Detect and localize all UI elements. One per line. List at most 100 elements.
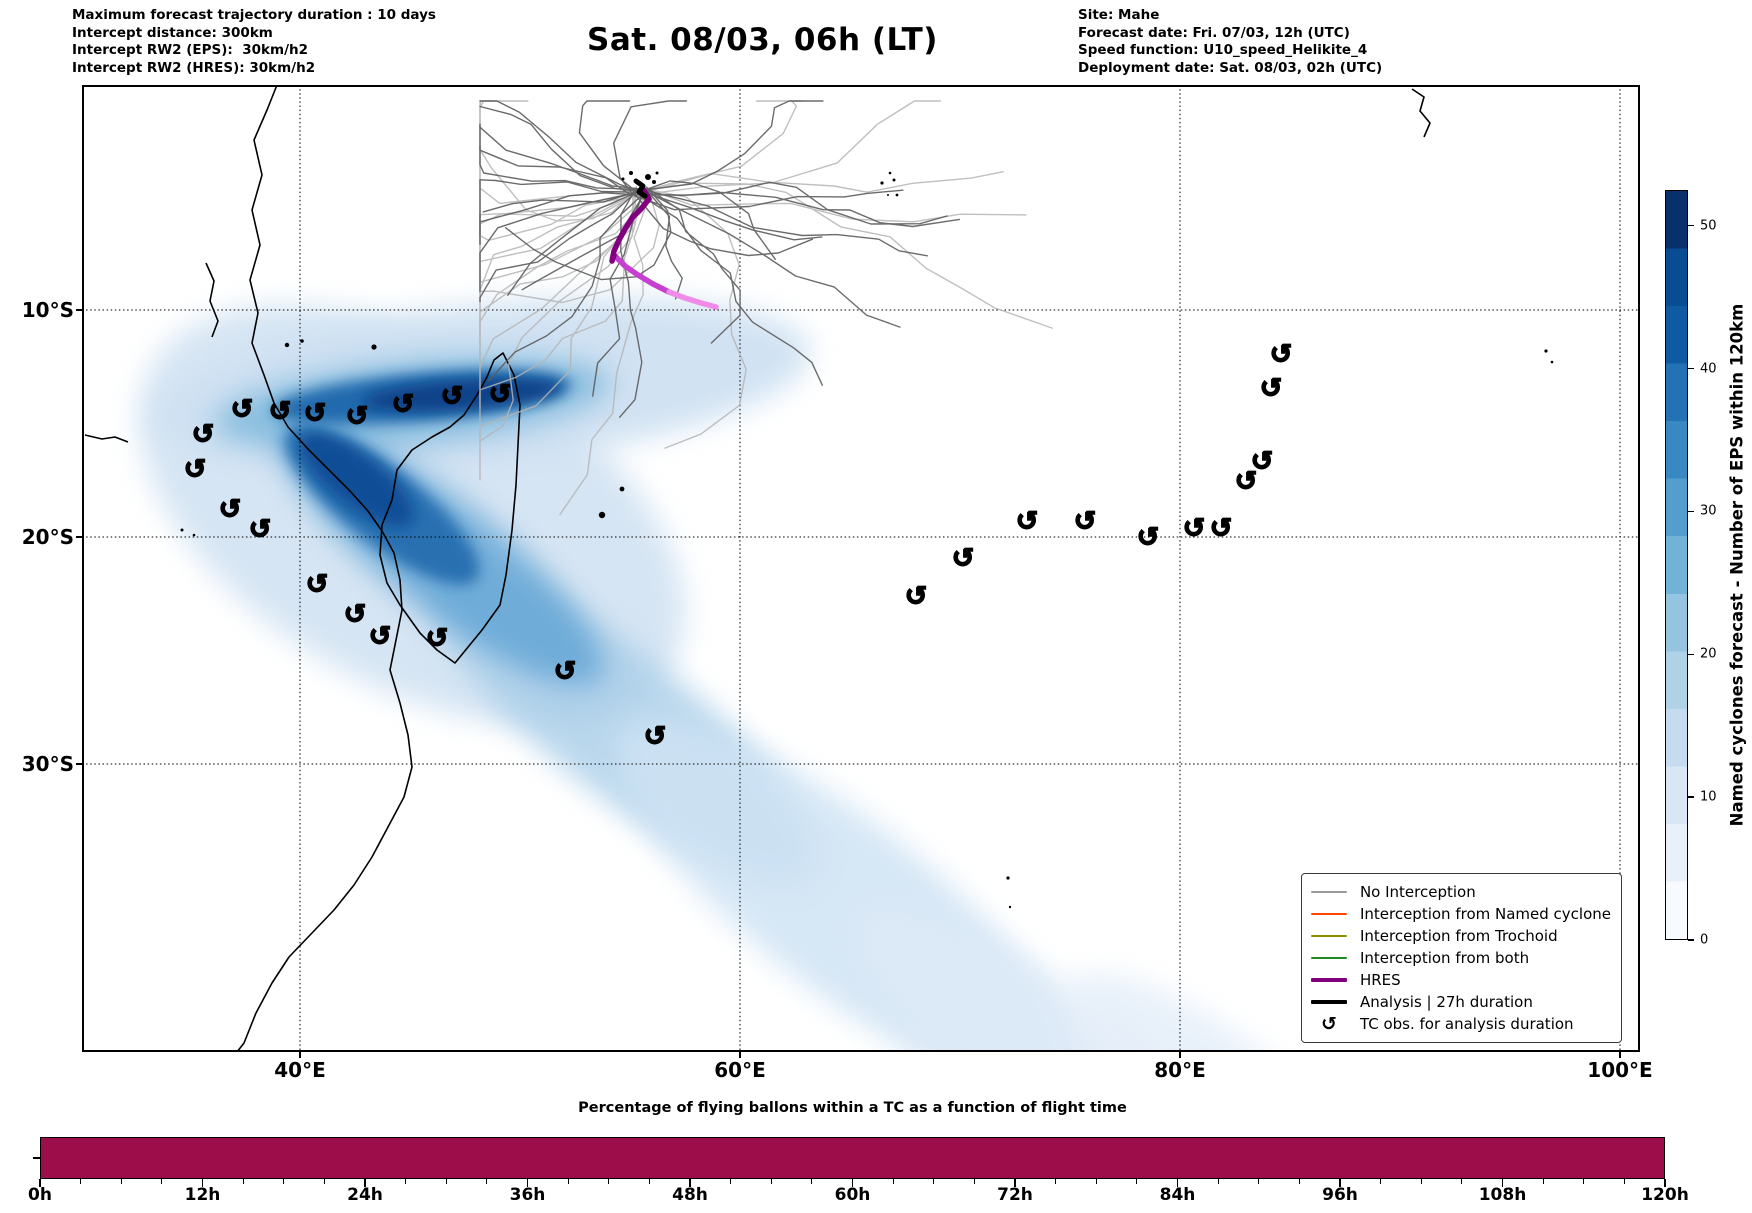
analysis-start-dots	[621, 171, 896, 196]
bottom-tick-label: 12h	[184, 1185, 221, 1205]
legend-line-swatch	[1310, 935, 1347, 937]
bottom-minor-tick	[730, 1179, 732, 1184]
tc-obs-icon: ↺	[1137, 522, 1160, 553]
bottom-tick-label: 84h	[1159, 1185, 1196, 1205]
bottom-tick-label: 48h	[672, 1185, 708, 1205]
legend-swatch	[1310, 891, 1347, 893]
lon-tick-label: 100°E	[1587, 1058, 1653, 1082]
bottom-tick-label: 0h	[28, 1185, 52, 1205]
colorbar-tick-mark	[1688, 939, 1694, 941]
africa-coastline	[236, 85, 413, 1052]
northeast-islands	[1411, 88, 1431, 138]
eps-density-field	[138, 298, 1394, 1052]
legend-line-swatch	[1310, 957, 1347, 959]
bottom-minor-tick	[1095, 1179, 1097, 1184]
legend-line-swatch	[1310, 891, 1347, 893]
lon-tick-mark	[299, 1052, 301, 1058]
tc-obs-legend-icon: ↺	[1311, 1014, 1347, 1034]
bottom-minor-tick	[1217, 1179, 1219, 1184]
colorbar-tick-label: 50	[1700, 218, 1717, 234]
tc-obs-icon: ↺	[344, 599, 367, 630]
tc-obs-icon: ↺	[1074, 506, 1097, 537]
tc-obs-icon: ↺	[1183, 513, 1206, 544]
bottom-minor-tick	[486, 1179, 488, 1184]
lon-tick-label: 60°E	[714, 1058, 766, 1082]
map-frame	[82, 85, 1640, 1052]
legend-item-label: Interception from Named cyclone	[1359, 905, 1611, 923]
bottom-minor-tick	[1136, 1179, 1138, 1184]
lon-tick-mark	[739, 1052, 741, 1058]
bottom-tick-label: 120h	[1641, 1185, 1689, 1205]
legend-row: HRES	[1310, 969, 1611, 991]
tc-obs-icon: ↺	[1260, 373, 1283, 404]
lon-tick-mark	[1179, 1052, 1181, 1058]
bottom-minor-tick	[120, 1179, 122, 1184]
legend-line-swatch	[1310, 999, 1347, 1005]
colorbar-label: Named cyclones forecast - Number of EPS …	[1727, 303, 1747, 827]
zanzibar-islands	[205, 262, 219, 338]
bottom-minor-tick	[1583, 1179, 1585, 1184]
bottom-major-tick	[1664, 1179, 1666, 1187]
lat-tick-mark	[76, 309, 82, 311]
header-right-info: Site: Mahe Forecast date: Fri. 07/03, 12h…	[1078, 7, 1382, 77]
bottom-minor-tick	[1258, 1179, 1260, 1184]
lat-tick-label: 30°S	[21, 752, 74, 776]
hres-track	[609, 186, 652, 264]
bottom-major-tick	[364, 1179, 366, 1187]
tc-obs-icon: ↺	[1235, 466, 1258, 497]
bottom-minor-tick	[283, 1179, 285, 1184]
header-right-line: Forecast date: Fri. 07/03, 12h (UTC)	[1078, 24, 1350, 41]
colorbar-tick-mark	[1688, 367, 1694, 370]
tc-obs-icon: ↺	[269, 396, 292, 427]
bottom-major-tick	[1339, 1179, 1341, 1187]
bottom-major-tick	[1014, 1179, 1016, 1187]
colorbar-tick-label: 0	[1700, 932, 1709, 948]
legend-row: Interception from Named cyclone	[1310, 903, 1611, 925]
header-left-info: Maximum forecast trajectory duration : 1…	[72, 7, 436, 77]
colorbar-tick-label: 30	[1700, 503, 1717, 519]
header-left-line: Intercept RW2 (EPS): 30km/h2	[72, 42, 308, 58]
tc-obs-markers: ↺ ↺ ↺ ↺ ↺ ↺ ↺↺↺↺↺↺↺↺ ↺↺↺↺↺↺ ↺↺ ↺ ↺↺↺↺↺	[183, 338, 1293, 753]
colorbar-tick-mark	[1688, 653, 1694, 656]
tc-obs-icon: ↺	[346, 401, 369, 432]
tc-obs-icon: ↺	[1210, 513, 1233, 544]
tc-obs-icon: ↺	[369, 621, 392, 652]
bottom-major-tick	[689, 1179, 691, 1187]
colorbar	[1665, 190, 1688, 940]
bottom-minor-tick	[161, 1179, 163, 1184]
bottom-minor-tick	[770, 1179, 772, 1184]
bottom-minor-tick	[933, 1179, 935, 1184]
lake-outline	[84, 434, 129, 443]
tc-obs-icon: ↺	[392, 389, 415, 420]
header-right-line: Deployment date: Sat. 08/03, 02h (UTC)	[1078, 59, 1383, 76]
bottom-minor-tick	[323, 1179, 325, 1184]
bottom-chart-title: Percentage of flying ballons within a TC…	[578, 1100, 1127, 1116]
legend-swatch	[1310, 977, 1347, 983]
legend-row: Interception from Trochoid	[1310, 925, 1611, 947]
lat-tick-mark	[76, 536, 82, 538]
tc-obs-icon: ↺	[306, 569, 329, 600]
lat-tick-mark	[76, 763, 82, 765]
legend-item-label: HRES	[1359, 971, 1401, 989]
header-left-line: Intercept distance: 300km	[72, 24, 273, 41]
tc-obs-icon: ↺	[1251, 446, 1274, 477]
legend-line-swatch	[1310, 913, 1347, 915]
bottom-minor-tick	[973, 1179, 975, 1184]
bottom-minor-tick	[892, 1179, 894, 1184]
legend-row: Analysis | 27h duration	[1310, 991, 1611, 1013]
header-left-line: Maximum forecast trajectory duration : 1…	[72, 7, 436, 23]
bottom-minor-tick	[80, 1179, 82, 1184]
legend-swatch	[1310, 935, 1347, 937]
map-canvas: ↺ ↺ ↺ ↺ ↺ ↺ ↺↺↺↺↺↺↺↺ ↺↺↺↺↺↺ ↺↺ ↺ ↺↺↺↺↺	[82, 85, 1640, 1052]
lat-tick-label: 20°S	[21, 525, 74, 549]
legend-row: No Interception	[1310, 881, 1611, 903]
bottom-tick-label: 60h	[834, 1185, 871, 1205]
bottom-minor-tick	[405, 1179, 407, 1184]
coastlines	[84, 85, 1431, 1052]
bottom-minor-tick	[1298, 1179, 1300, 1184]
hres-extension-track-dark	[611, 252, 672, 295]
tc-obs-icon: ↺	[644, 721, 667, 752]
bottom-tick-label: 36h	[509, 1185, 546, 1205]
colorbar-tick-mark	[1688, 224, 1694, 227]
